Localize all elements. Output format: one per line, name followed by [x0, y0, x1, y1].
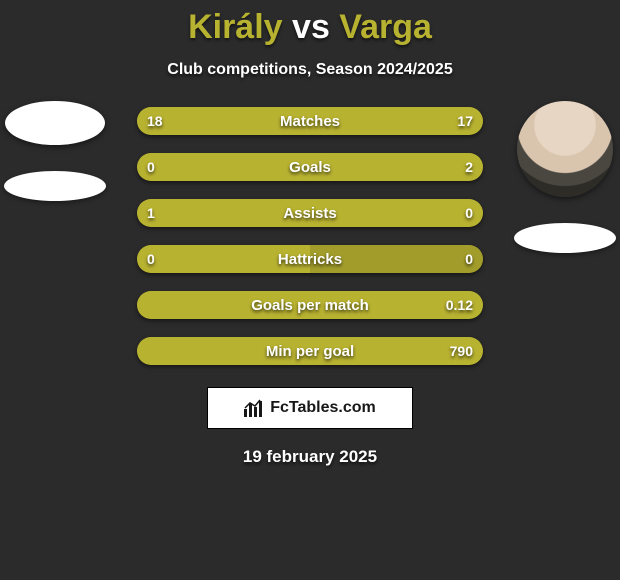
stat-bars: 1817Matches 02Goals 10Assists 00Hattricks 0.…	[137, 107, 483, 365]
stat-fill-left	[137, 245, 310, 273]
vs-text: vs	[292, 8, 339, 46]
left-club-badge	[4, 171, 106, 201]
stat-fill-right	[310, 245, 483, 273]
stat-bar: 00Hattricks	[137, 245, 483, 273]
stat-bar: 02Goals	[137, 153, 483, 181]
brand-badge[interactable]: FcTables.com	[207, 387, 413, 429]
stat-fill-right	[313, 107, 483, 135]
stat-fill-left	[137, 107, 313, 135]
stat-bar: 790Min per goal	[137, 337, 483, 365]
stat-fill-left	[137, 337, 213, 365]
page-title: Király vs Varga	[0, 0, 620, 47]
stat-bar: 10Assists	[137, 199, 483, 227]
stat-fill-right	[213, 291, 483, 319]
brand-chart-icon	[244, 399, 264, 417]
snapshot-date: 19 february 2025	[0, 447, 620, 467]
player-right-avatar	[517, 101, 613, 197]
stat-fill-left	[137, 153, 199, 181]
stat-fill-right	[213, 337, 483, 365]
stat-fill-left	[137, 199, 403, 227]
subtitle: Club competitions, Season 2024/2025	[0, 61, 620, 79]
stat-fill-right	[403, 199, 483, 227]
stat-bar: 1817Matches	[137, 107, 483, 135]
right-club-badge	[514, 223, 616, 253]
stat-bar: 0.12Goals per match	[137, 291, 483, 319]
right-avatar-column	[510, 101, 620, 253]
player-left-avatar	[5, 101, 105, 145]
left-avatar-column	[0, 101, 110, 201]
player-right-name: Varga	[339, 8, 432, 46]
stat-fill-left	[137, 291, 213, 319]
comparison-panel: 1817Matches 02Goals 10Assists 00Hattricks 0.…	[0, 107, 620, 365]
stat-fill-right	[199, 153, 483, 181]
player-left-name: Király	[188, 8, 283, 46]
brand-text: FcTables.com	[270, 399, 376, 417]
